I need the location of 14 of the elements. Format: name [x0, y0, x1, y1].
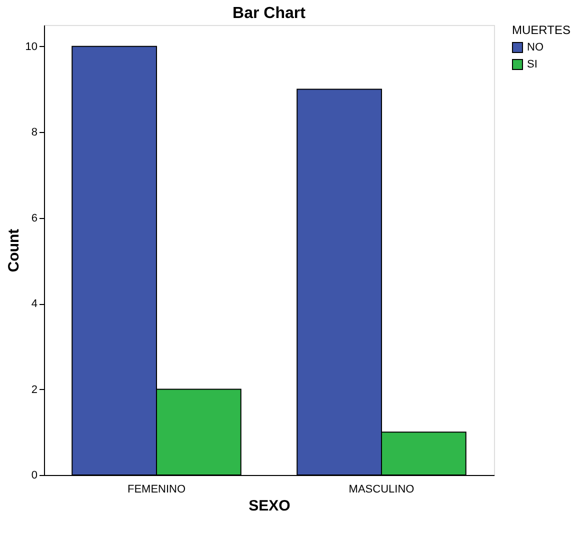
- x-axis-title: SEXO: [248, 498, 291, 514]
- legend-label: SI: [527, 58, 538, 70]
- x-tick-label: MASCULINO: [348, 484, 415, 496]
- chart-title: Bar Chart: [232, 5, 306, 22]
- x-tick-label: FEMENINO: [127, 484, 186, 496]
- y-tick-label: 6: [31, 212, 38, 224]
- y-tick-label: 0: [31, 470, 38, 482]
- legend-label: NO: [527, 42, 544, 54]
- legend-title: MUERTES: [512, 23, 570, 37]
- y-tick-label: 10: [25, 40, 38, 53]
- y-tick-label: 8: [31, 126, 38, 139]
- y-tick-label: 2: [31, 384, 38, 396]
- y-axis-title: Count: [5, 228, 22, 272]
- y-tick-label: 4: [31, 298, 38, 310]
